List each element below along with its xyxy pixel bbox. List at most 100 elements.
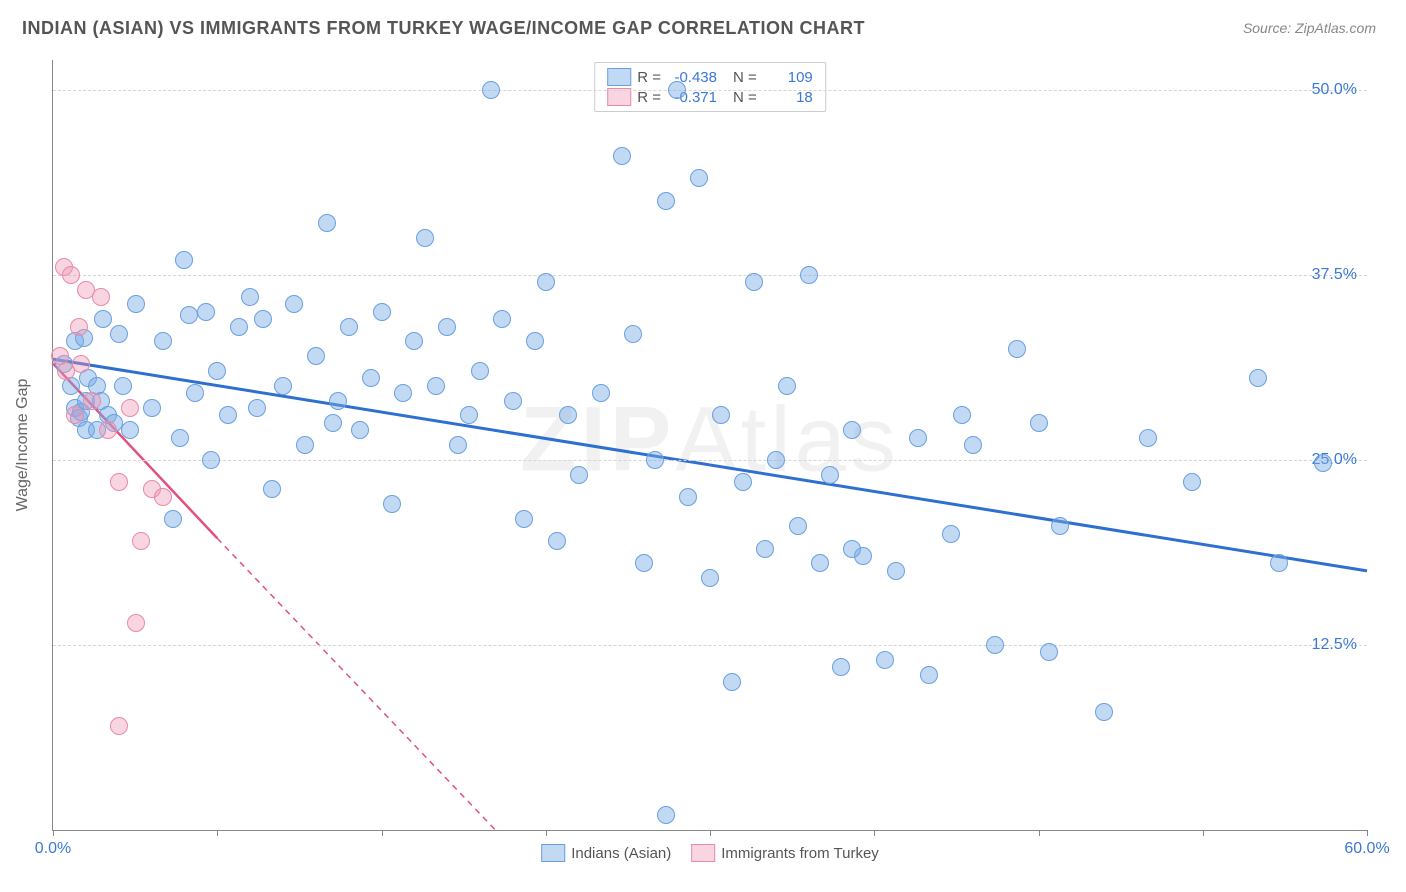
data-point bbox=[690, 169, 708, 187]
data-point bbox=[624, 325, 642, 343]
legend-item: Indians (Asian) bbox=[541, 844, 671, 862]
data-point bbox=[351, 421, 369, 439]
data-point bbox=[72, 355, 90, 373]
data-point bbox=[1249, 369, 1267, 387]
data-point bbox=[1008, 340, 1026, 358]
data-point bbox=[1314, 454, 1332, 472]
data-point bbox=[570, 466, 588, 484]
legend-item: Immigrants from Turkey bbox=[691, 844, 879, 862]
data-point bbox=[274, 377, 292, 395]
data-point bbox=[953, 406, 971, 424]
n-value-1: 109 bbox=[763, 69, 813, 86]
data-point bbox=[745, 273, 763, 291]
data-point bbox=[427, 377, 445, 395]
data-point bbox=[83, 392, 101, 410]
data-point bbox=[821, 466, 839, 484]
data-point bbox=[285, 295, 303, 313]
data-point bbox=[62, 266, 80, 284]
data-point bbox=[986, 636, 1004, 654]
data-point bbox=[537, 273, 555, 291]
data-point bbox=[202, 451, 220, 469]
data-point bbox=[909, 429, 927, 447]
data-point bbox=[143, 399, 161, 417]
x-axis-max-label: 60.0% bbox=[1344, 840, 1389, 858]
data-point bbox=[171, 429, 189, 447]
data-point bbox=[1040, 643, 1058, 661]
chart-title: INDIAN (ASIAN) VS IMMIGRANTS FROM TURKEY… bbox=[22, 18, 865, 39]
data-point bbox=[180, 306, 198, 324]
plot-area: Wage/Income Gap ZIPAtlas R = -0.438 N = … bbox=[52, 60, 1367, 831]
data-point bbox=[592, 384, 610, 402]
svg-layer bbox=[53, 60, 1367, 830]
data-point bbox=[679, 488, 697, 506]
data-point bbox=[876, 651, 894, 669]
data-point bbox=[121, 421, 139, 439]
source-attribution: Source: ZipAtlas.com bbox=[1243, 20, 1376, 36]
data-point bbox=[318, 214, 336, 232]
data-point bbox=[263, 480, 281, 498]
data-point bbox=[657, 806, 675, 824]
data-point bbox=[1095, 703, 1113, 721]
data-point bbox=[1139, 429, 1157, 447]
legend-label: Indians (Asian) bbox=[571, 845, 671, 862]
data-point bbox=[712, 406, 730, 424]
y-tick-label: 50.0% bbox=[1312, 81, 1357, 99]
data-point bbox=[482, 81, 500, 99]
data-point bbox=[383, 495, 401, 513]
data-point bbox=[296, 436, 314, 454]
data-point bbox=[110, 325, 128, 343]
data-point bbox=[756, 540, 774, 558]
data-point bbox=[324, 414, 342, 432]
n-label: N = bbox=[733, 69, 757, 86]
data-point bbox=[329, 392, 347, 410]
data-point bbox=[248, 399, 266, 417]
data-point bbox=[668, 81, 686, 99]
n-label: N = bbox=[733, 89, 757, 106]
n-value-2: 18 bbox=[763, 89, 813, 106]
x-tick-mark bbox=[53, 830, 54, 836]
data-point bbox=[66, 406, 84, 424]
data-point bbox=[843, 421, 861, 439]
data-point bbox=[701, 569, 719, 587]
data-point bbox=[164, 510, 182, 528]
data-point bbox=[1183, 473, 1201, 491]
gridline bbox=[53, 460, 1367, 461]
data-point bbox=[723, 673, 741, 691]
data-point bbox=[307, 347, 325, 365]
data-point bbox=[767, 451, 785, 469]
legend-swatch bbox=[691, 844, 715, 862]
data-point bbox=[920, 666, 938, 684]
x-tick-mark bbox=[1039, 830, 1040, 836]
data-point bbox=[127, 614, 145, 632]
data-point bbox=[241, 288, 259, 306]
data-point bbox=[1051, 517, 1069, 535]
r-label: R = bbox=[637, 69, 661, 86]
data-point bbox=[154, 332, 172, 350]
x-tick-mark bbox=[546, 830, 547, 836]
data-point bbox=[887, 562, 905, 580]
data-point bbox=[504, 392, 522, 410]
legend-swatch-1 bbox=[607, 68, 631, 86]
data-point bbox=[132, 532, 150, 550]
data-point bbox=[416, 229, 434, 247]
legend-swatch bbox=[541, 844, 565, 862]
data-point bbox=[778, 377, 796, 395]
data-point bbox=[362, 369, 380, 387]
data-point bbox=[471, 362, 489, 380]
series-legend: Indians (Asian) Immigrants from Turkey bbox=[541, 844, 879, 862]
data-point bbox=[942, 525, 960, 543]
x-tick-mark bbox=[874, 830, 875, 836]
data-point bbox=[92, 288, 110, 306]
x-tick-mark bbox=[710, 830, 711, 836]
data-point bbox=[373, 303, 391, 321]
gridline bbox=[53, 90, 1367, 91]
data-point bbox=[99, 421, 117, 439]
data-point bbox=[186, 384, 204, 402]
data-point bbox=[964, 436, 982, 454]
data-point bbox=[208, 362, 226, 380]
data-point bbox=[493, 310, 511, 328]
data-point bbox=[1270, 554, 1288, 572]
trend-line bbox=[53, 359, 1367, 571]
data-point bbox=[340, 318, 358, 336]
data-point bbox=[230, 318, 248, 336]
